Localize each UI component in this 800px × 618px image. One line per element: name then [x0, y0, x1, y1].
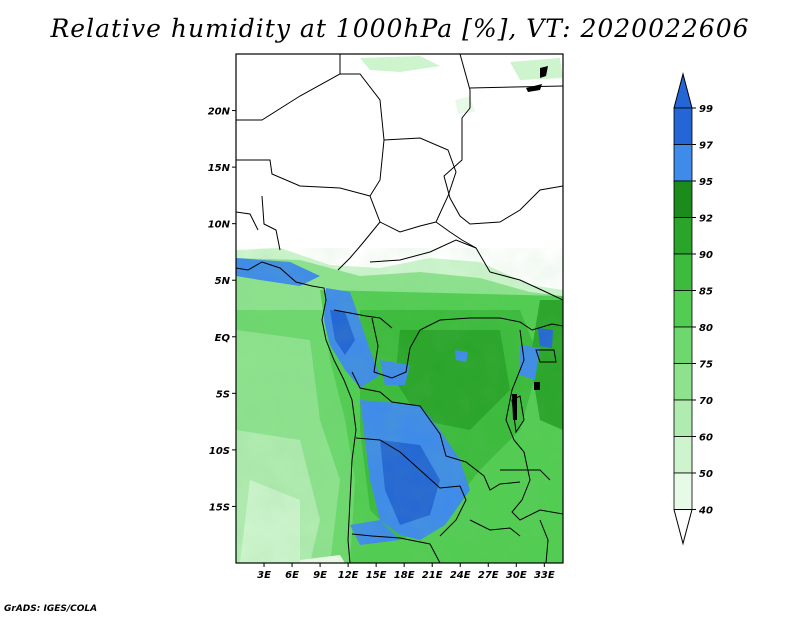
- map-title: Relative humidity at 1000hPa [%], VT: 20…: [50, 14, 750, 43]
- lat-tick-label: 15N: [208, 163, 231, 174]
- lon-tick-label: 18E: [394, 570, 415, 581]
- colorbar-level-label: 92: [699, 214, 713, 225]
- lon-tick-label: 21E: [422, 570, 443, 581]
- colorbar-segment: [673, 144, 693, 182]
- lon-tick-label: 27E: [478, 570, 499, 581]
- colorbar-segment: [673, 472, 693, 510]
- colorbar-level-label: 70: [699, 396, 713, 407]
- colorbar-level-label: 97: [699, 141, 713, 152]
- lon-tick-label: 12E: [338, 570, 359, 581]
- colorbar-segment: [673, 399, 693, 437]
- colorbar-level-label: 50: [699, 469, 713, 480]
- lon-tick-label: 24E: [450, 570, 471, 581]
- colorbar-level-label: 85: [699, 287, 713, 298]
- lon-tick-label: 30E: [506, 570, 527, 581]
- colorbar-top-arrow: [673, 72, 693, 109]
- colorbar-level-label: 90: [699, 250, 713, 261]
- colorbar-segment: [673, 217, 693, 255]
- lat-tick-label: 10S: [209, 446, 230, 457]
- colorbar-segment: [673, 253, 693, 291]
- lon-tick-label: 15E: [366, 570, 387, 581]
- lon-tick-label: 33E: [534, 570, 555, 581]
- colorbar-segment: [673, 363, 693, 401]
- colorbar-segment: [673, 290, 693, 328]
- lat-tick-label: 10N: [208, 220, 231, 231]
- colorbar-level-label: 99: [699, 104, 713, 115]
- colorbar-segment: [673, 326, 693, 364]
- colorbar-level-label: 60: [699, 433, 713, 444]
- lon-tick-label: 9E: [313, 570, 327, 581]
- colorbar-level-label: 40: [698, 506, 713, 517]
- colorbar-segment: [673, 180, 693, 218]
- lat-tick-label: EQ: [215, 333, 231, 344]
- lat-tick-label: 15S: [209, 502, 230, 513]
- colorbar-bottom-arrow: [673, 509, 693, 546]
- colorbar: 99 97 95 92 90 85 80 75 70 60 50 40: [673, 72, 713, 546]
- lat-tick-label: 5N: [215, 276, 231, 287]
- lat-tick-label: 20N: [208, 107, 231, 118]
- lon-tick-label: 6E: [285, 570, 299, 581]
- map-frame: [235, 53, 564, 564]
- colorbar-segment: [673, 436, 693, 474]
- colorbar-level-label: 75: [699, 360, 713, 371]
- lat-tick-label: 5S: [216, 389, 230, 400]
- lon-tick-label: 3E: [257, 570, 271, 581]
- colorbar-segment: [673, 107, 693, 145]
- lakes: [512, 66, 548, 420]
- colorbar-level-label: 80: [699, 323, 713, 334]
- humidity-field: [236, 54, 563, 563]
- axis-ticks: 20N 15N 10N 5N EQ 5S 10S 15S 3E 6E 9E 12E 15E 18E 21E 2…: [208, 107, 555, 581]
- country-borders: [236, 54, 563, 563]
- credit-label: GrADS: IGES/COLA: [4, 604, 98, 614]
- colorbar-level-label: 95: [699, 177, 713, 188]
